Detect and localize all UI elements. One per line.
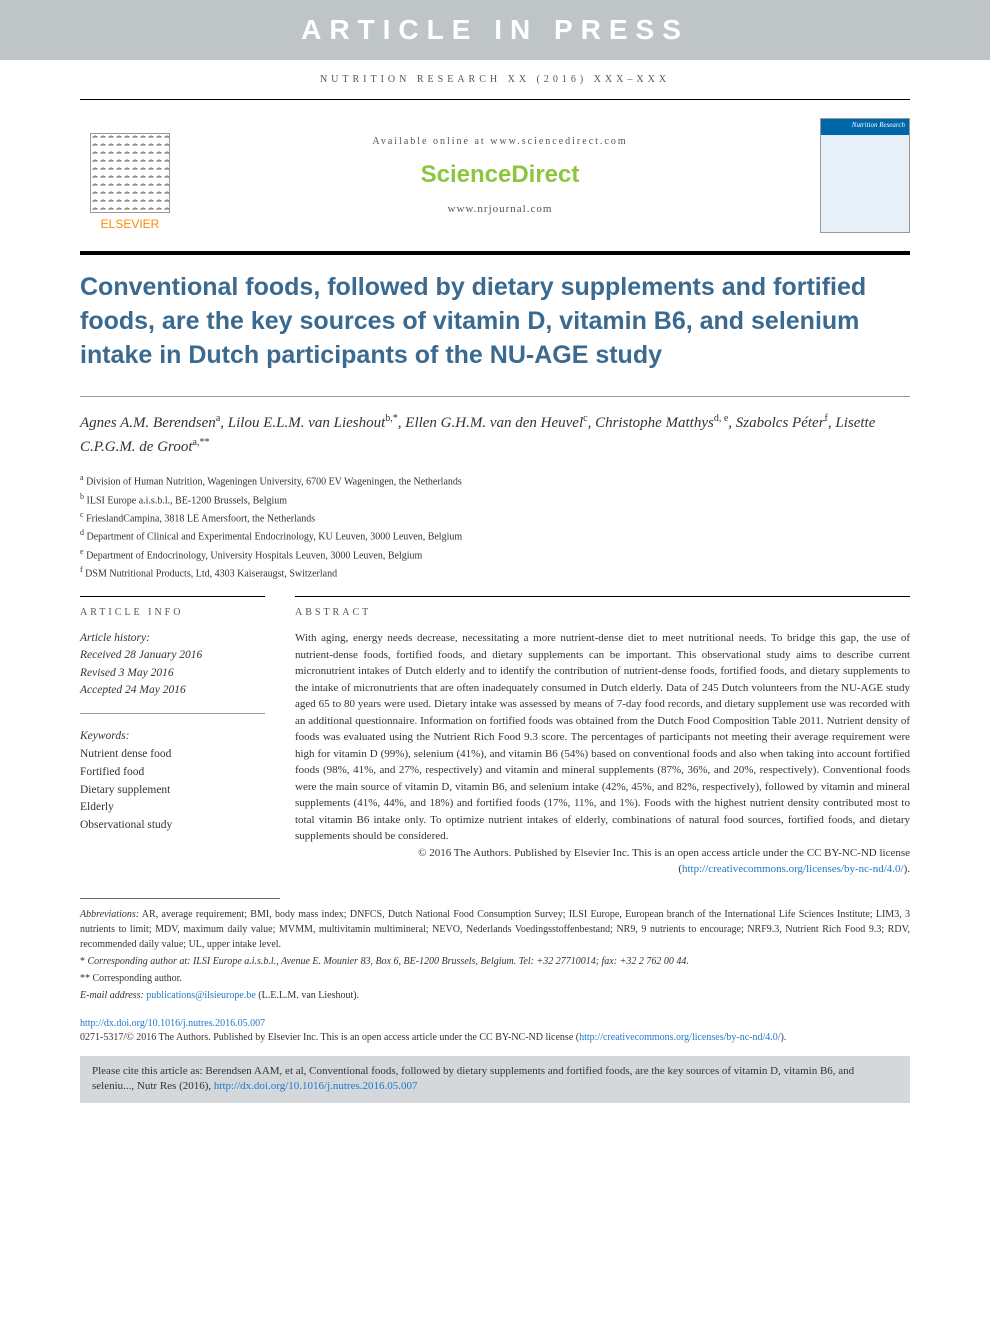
authors-list: Agnes A.M. Berendsena, Lilou E.L.M. van …	[0, 397, 990, 468]
affiliation: c FrieslandCampina, 3818 LE Amersfoort, …	[80, 509, 910, 527]
elsevier-logo[interactable]: ELSEVIER	[80, 121, 180, 231]
author: Christophe Matthysd, e	[595, 415, 728, 431]
history-label: Article history:	[80, 630, 265, 647]
issn-copyright: 0271-5317/© 2016 The Authors. Published …	[80, 1031, 910, 1046]
article-history: Article history: Received 28 January 201…	[80, 630, 265, 714]
footnotes: Abbreviations: AR, average requirement; …	[0, 907, 990, 1017]
elsevier-text: ELSEVIER	[101, 217, 160, 231]
corresponding-author-1: * Corresponding author at: ILSI Europe a…	[80, 954, 910, 969]
doi-block: http://dx.doi.org/10.1016/j.nutres.2016.…	[0, 1017, 990, 1052]
journal-volume-meta: NUTRITION RESEARCH XX (2016) XXX–XXX	[0, 60, 990, 99]
sciencedirect-logo[interactable]: ScienceDirect	[200, 161, 800, 189]
affiliation: e Department of Endocrinology, Universit…	[80, 546, 910, 564]
history-revised: Revised 3 May 2016	[80, 665, 265, 682]
journal-cover-title: Nutrition Research	[821, 119, 909, 131]
history-accepted: Accepted 24 May 2016	[80, 682, 265, 699]
author: Szabolcs Péterf	[736, 415, 828, 431]
citation-box: Please cite this article as: Berendsen A…	[80, 1056, 910, 1103]
abbreviations-footnote: Abbreviations: AR, average requirement; …	[80, 907, 910, 952]
affiliations-list: a Division of Human Nutrition, Wageninge…	[0, 468, 990, 596]
masthead: ELSEVIER Available online at www.science…	[0, 100, 990, 251]
author: Agnes A.M. Berendsena	[80, 415, 220, 431]
abstract-text: With aging, energy needs decrease, neces…	[295, 630, 910, 845]
title-block: Conventional foods, followed by dietary …	[0, 255, 990, 396]
keywords-block: Keywords: Nutrient dense foodFortified f…	[80, 714, 265, 835]
author: Lilou E.L.M. van Lieshoutb,*	[228, 415, 398, 431]
article-in-press-banner: ARTICLE IN PRESS	[0, 0, 990, 60]
masthead-center: Available online at www.sciencedirect.co…	[200, 136, 800, 215]
article-info-column: ARTICLE INFO Article history: Received 2…	[80, 596, 265, 878]
keyword-item: Fortified food	[80, 764, 265, 782]
elsevier-tree-icon	[90, 133, 170, 213]
article-info-label: ARTICLE INFO	[80, 596, 265, 630]
email-footnote: E-mail address: publications@ilsieurope.…	[80, 988, 910, 1003]
copyright-line: © 2016 The Authors. Published by Elsevie…	[295, 845, 910, 878]
affiliation: f DSM Nutritional Products, Ltd, 4303 Ka…	[80, 564, 910, 582]
abstract-column: ABSTRACT With aging, energy needs decrea…	[295, 596, 910, 878]
keywords-label: Keywords:	[80, 728, 265, 746]
keyword-item: Elderly	[80, 799, 265, 817]
available-online-text: Available online at www.sciencedirect.co…	[200, 136, 800, 147]
author: Ellen G.H.M. van den Heuvelc	[405, 415, 587, 431]
footnote-separator	[80, 898, 280, 899]
cite-doi-link[interactable]: http://dx.doi.org/10.1016/j.nutres.2016.…	[214, 1080, 418, 1092]
license-link-footer[interactable]: http://creativecommons.org/licenses/by-n…	[579, 1032, 780, 1043]
history-received: Received 28 January 2016	[80, 647, 265, 664]
affiliation: d Department of Clinical and Experimenta…	[80, 527, 910, 545]
email-link[interactable]: publications@ilsieurope.be	[146, 990, 255, 1001]
affiliation: a Division of Human Nutrition, Wageninge…	[80, 472, 910, 490]
info-abstract-columns: ARTICLE INFO Article history: Received 2…	[0, 596, 990, 878]
corresponding-author-2: ** Corresponding author.	[80, 971, 910, 986]
journal-cover-thumbnail[interactable]: Nutrition Research	[820, 118, 910, 233]
abstract-label: ABSTRACT	[295, 596, 910, 630]
doi-link[interactable]: http://dx.doi.org/10.1016/j.nutres.2016.…	[80, 1018, 265, 1029]
keyword-item: Dietary supplement	[80, 782, 265, 800]
license-link[interactable]: http://creativecommons.org/licenses/by-n…	[682, 863, 904, 875]
article-title: Conventional foods, followed by dietary …	[80, 271, 910, 372]
affiliation: b ILSI Europe a.i.s.b.l., BE-1200 Brusse…	[80, 491, 910, 509]
keyword-item: Nutrient dense food	[80, 746, 265, 764]
keyword-item: Observational study	[80, 817, 265, 835]
journal-url[interactable]: www.nrjournal.com	[200, 203, 800, 215]
